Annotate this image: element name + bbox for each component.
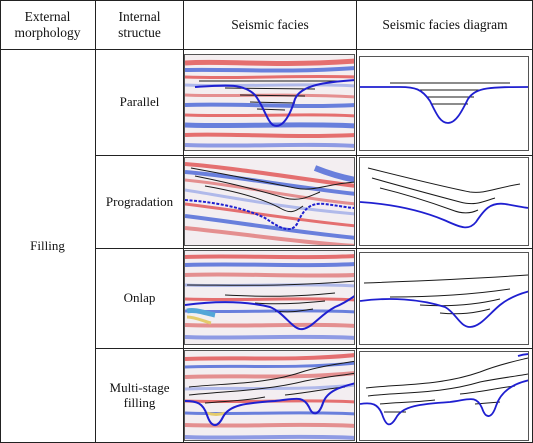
header-seismic-facies: Seismic facies <box>231 16 309 32</box>
header-seismic-facies-diagram: Seismic facies diagram <box>382 16 508 32</box>
diagram-onlap <box>359 252 529 345</box>
diagram-multi-stage-filling <box>359 351 529 441</box>
seismic-image-progradation <box>184 157 355 246</box>
diagram-parallel <box>359 56 529 151</box>
seismic-image-parallel <box>184 54 355 151</box>
internal-structure-multi-stage-filling: Multi-stage filling <box>109 380 170 410</box>
seismic-image-multi-stage-filling <box>184 350 355 441</box>
diagram-progradation <box>359 157 529 246</box>
header-internal-structure: Internal structue <box>118 8 161 40</box>
internal-structure-progradation: Progradation <box>105 193 174 209</box>
external-morphology-filling: Filling <box>30 238 65 254</box>
seismic-image-onlap <box>184 250 355 345</box>
internal-structure-parallel: Parallel <box>119 94 160 110</box>
internal-structure-onlap: Onlap <box>123 290 156 306</box>
header-external-morphology: External morphology <box>14 8 81 40</box>
